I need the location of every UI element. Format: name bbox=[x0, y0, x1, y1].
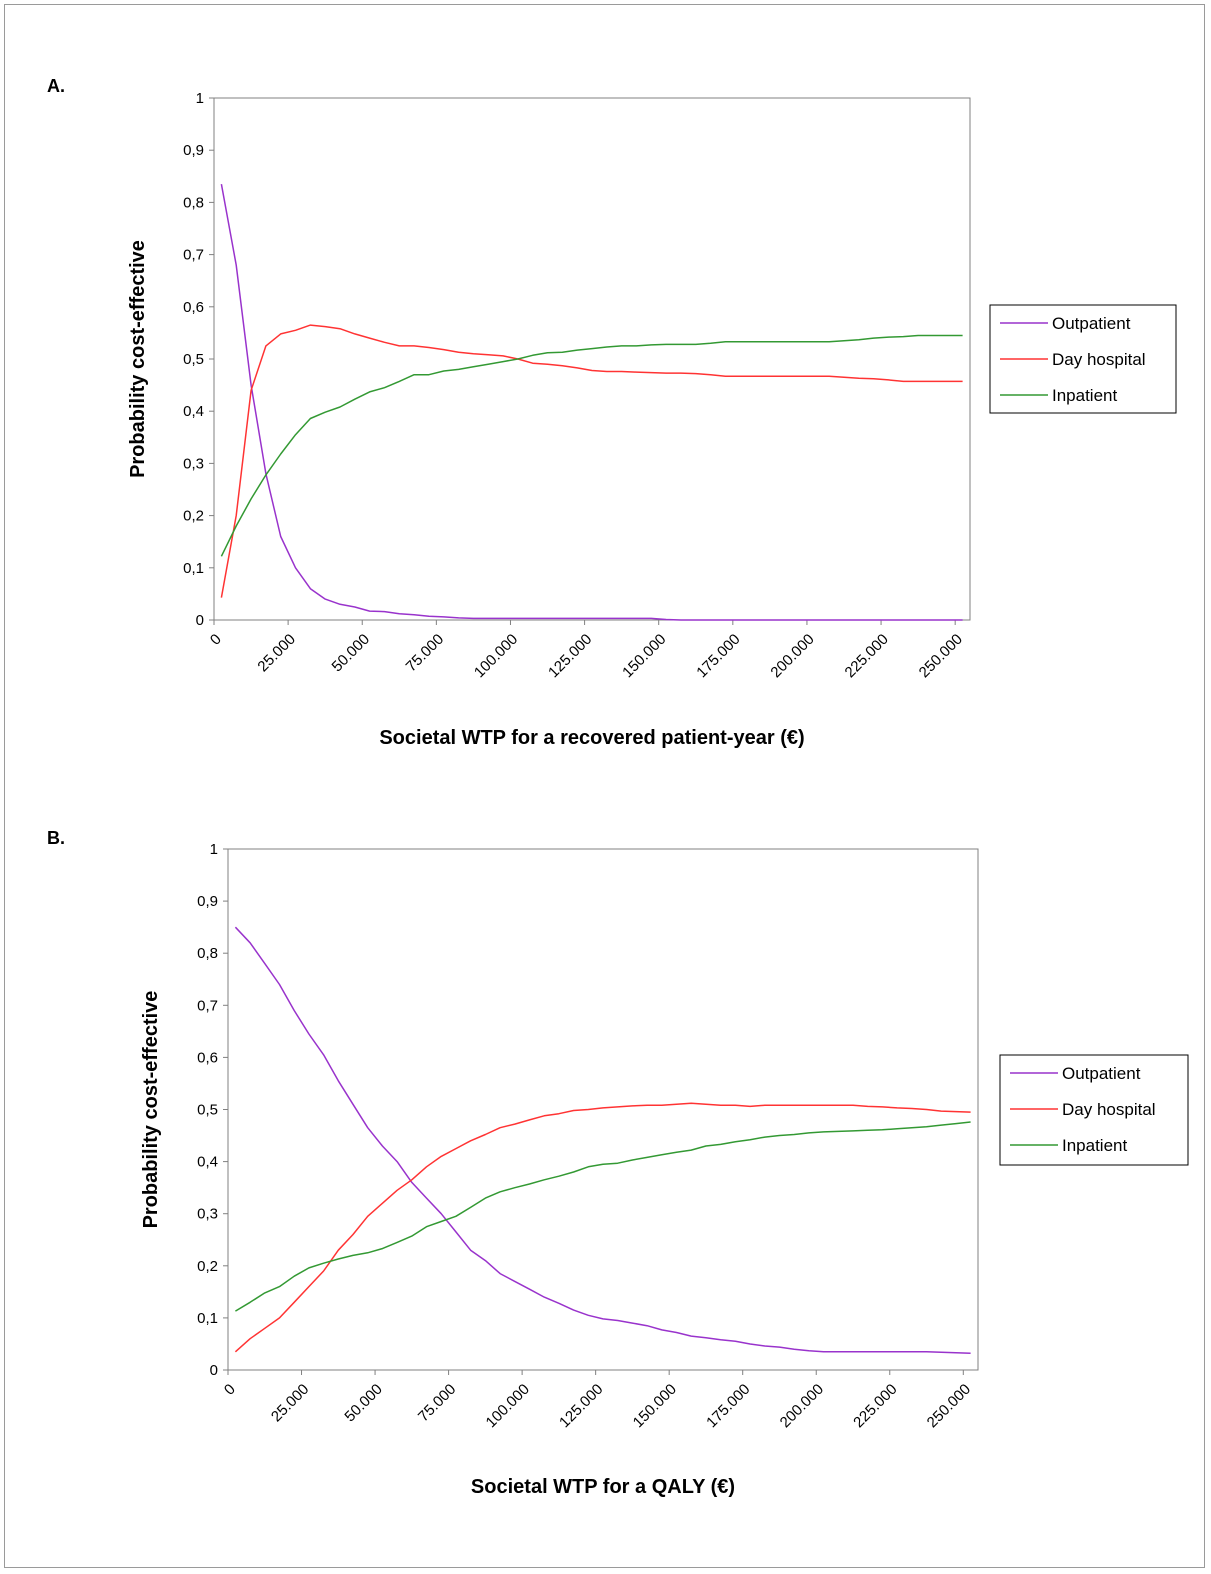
y-tick-label: 0,3 bbox=[197, 1206, 218, 1223]
x-tick-label: 150.000 bbox=[630, 1381, 680, 1431]
x-tick-label: 0 bbox=[207, 631, 225, 649]
x-tick-label: 0 bbox=[221, 1381, 239, 1399]
x-tick-label: 125.000 bbox=[545, 631, 595, 681]
y-tick-label: 0,6 bbox=[197, 1049, 218, 1066]
x-tick-label: 250.000 bbox=[924, 1381, 974, 1431]
y-tick-label: 0,4 bbox=[197, 1154, 218, 1171]
x-tick-label: 200.000 bbox=[767, 631, 817, 681]
x-tick-label: 25.000 bbox=[254, 631, 298, 675]
y-tick-label: 0,5 bbox=[183, 351, 204, 368]
x-tick-label: 125.000 bbox=[556, 1381, 606, 1431]
x-tick-label: 175.000 bbox=[703, 1381, 753, 1431]
legend-label-inpatient: Inpatient bbox=[1062, 1136, 1127, 1155]
series-line-day-hospital bbox=[220, 324, 963, 598]
y-tick-label: 0,5 bbox=[197, 1102, 218, 1119]
x-axis-title: Societal WTP for a recovered patient-yea… bbox=[379, 727, 804, 749]
x-tick-label: 25.000 bbox=[268, 1381, 312, 1425]
y-tick-label: 0,2 bbox=[183, 508, 204, 525]
x-tick-label: 75.000 bbox=[403, 631, 447, 675]
y-tick-label: 0,7 bbox=[197, 997, 218, 1014]
y-tick-label: 0 bbox=[196, 612, 204, 629]
legend-label-inpatient: Inpatient bbox=[1052, 386, 1117, 405]
x-tick-label: 50.000 bbox=[329, 631, 373, 675]
x-tick-label: 100.000 bbox=[471, 631, 521, 681]
x-tick-label: 50.000 bbox=[341, 1381, 385, 1425]
y-tick-label: 0,3 bbox=[183, 455, 204, 472]
x-tick-label: 75.000 bbox=[415, 1381, 459, 1425]
x-tick-label: 175.000 bbox=[693, 631, 743, 681]
series-line-day-hospital bbox=[234, 1102, 971, 1353]
y-tick-label: 0 bbox=[210, 1362, 218, 1379]
x-tick-label: 250.000 bbox=[916, 631, 966, 681]
plot-area bbox=[227, 848, 979, 1371]
y-tick-label: 0,2 bbox=[197, 1258, 218, 1275]
y-tick-label: 1 bbox=[196, 90, 204, 107]
panel-label-a: A. bbox=[47, 76, 65, 96]
y-tick-label: 0,8 bbox=[183, 194, 204, 211]
x-tick-label: 150.000 bbox=[619, 631, 669, 681]
legend-label-outpatient: Outpatient bbox=[1052, 314, 1131, 333]
legend-label-outpatient: Outpatient bbox=[1062, 1064, 1141, 1083]
y-axis-title: Probability cost-effective bbox=[140, 991, 162, 1229]
y-tick-label: 0,9 bbox=[197, 893, 218, 910]
y-tick-label: 0,1 bbox=[183, 560, 204, 577]
y-tick-label: 0,6 bbox=[183, 299, 204, 316]
y-tick-label: 0,8 bbox=[197, 945, 218, 962]
y-tick-label: 1 bbox=[210, 841, 218, 858]
legend-label-day-hospital: Day hospital bbox=[1052, 350, 1146, 369]
series-line-inpatient bbox=[235, 1121, 971, 1312]
plot-area bbox=[213, 97, 971, 621]
x-tick-label: 200.000 bbox=[777, 1381, 827, 1431]
x-tick-label: 225.000 bbox=[842, 631, 892, 681]
x-tick-label: 100.000 bbox=[483, 1381, 533, 1431]
series-line-outpatient bbox=[220, 183, 963, 621]
y-tick-label: 0,4 bbox=[183, 403, 204, 420]
x-tick-label: 225.000 bbox=[850, 1381, 900, 1431]
y-tick-label: 0,9 bbox=[183, 142, 204, 159]
y-tick-label: 0,1 bbox=[197, 1310, 218, 1327]
y-tick-label: 0,7 bbox=[183, 247, 204, 264]
legend-label-day-hospital: Day hospital bbox=[1062, 1100, 1156, 1119]
series-line-inpatient bbox=[220, 334, 963, 557]
x-axis-title: Societal WTP for a QALY (€) bbox=[471, 1476, 735, 1498]
series-line-outpatient bbox=[234, 926, 971, 1355]
y-axis-title: Probability cost-effective bbox=[127, 240, 149, 478]
panel-label-b: B. bbox=[47, 828, 65, 848]
